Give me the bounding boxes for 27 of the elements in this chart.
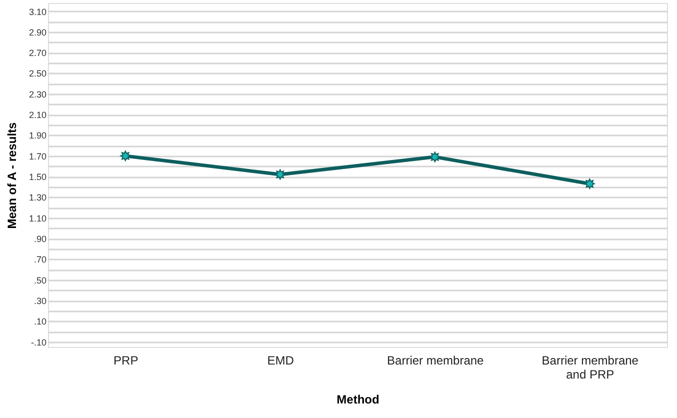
y-tick-label: 1.30 — [28, 192, 46, 203]
x-tick-label: Barrier membrane and PRP — [542, 354, 639, 382]
x-tick-label: Barrier membrane — [387, 354, 484, 368]
y-tick-label: .90 — [34, 234, 46, 244]
y-tick-label: 2.70 — [28, 48, 46, 58]
point — [120, 150, 131, 162]
y-tick-label: .10 — [34, 316, 46, 327]
y-tick-label: 2.30 — [28, 89, 46, 100]
y-tick-label: 2.90 — [28, 27, 46, 38]
y-tick-label: 1.10 — [28, 213, 46, 224]
y-tick-label: 1.50 — [28, 172, 46, 182]
point — [430, 152, 440, 162]
y-tick-label: .70 — [34, 254, 46, 265]
y-axis-title: Mean of A - results — [4, 122, 19, 229]
y-tick-label: .30 — [34, 296, 46, 306]
point — [584, 178, 595, 190]
y-tick-label: -.10 — [30, 337, 46, 348]
y-tick-label: 2.10 — [28, 110, 46, 120]
x-tick-label: EMD — [267, 354, 294, 368]
point — [274, 169, 286, 180]
y-tick-label: 1.70 — [28, 151, 46, 162]
y-tick-label: 2.50 — [28, 68, 46, 79]
y-tick-label: 3.10 — [28, 6, 46, 17]
y-tick-label: .50 — [34, 275, 46, 286]
y-tick-label: 1.90 — [28, 130, 46, 141]
x-tick-label: PRP — [114, 354, 138, 368]
x-axis-title: Method — [336, 392, 380, 406]
